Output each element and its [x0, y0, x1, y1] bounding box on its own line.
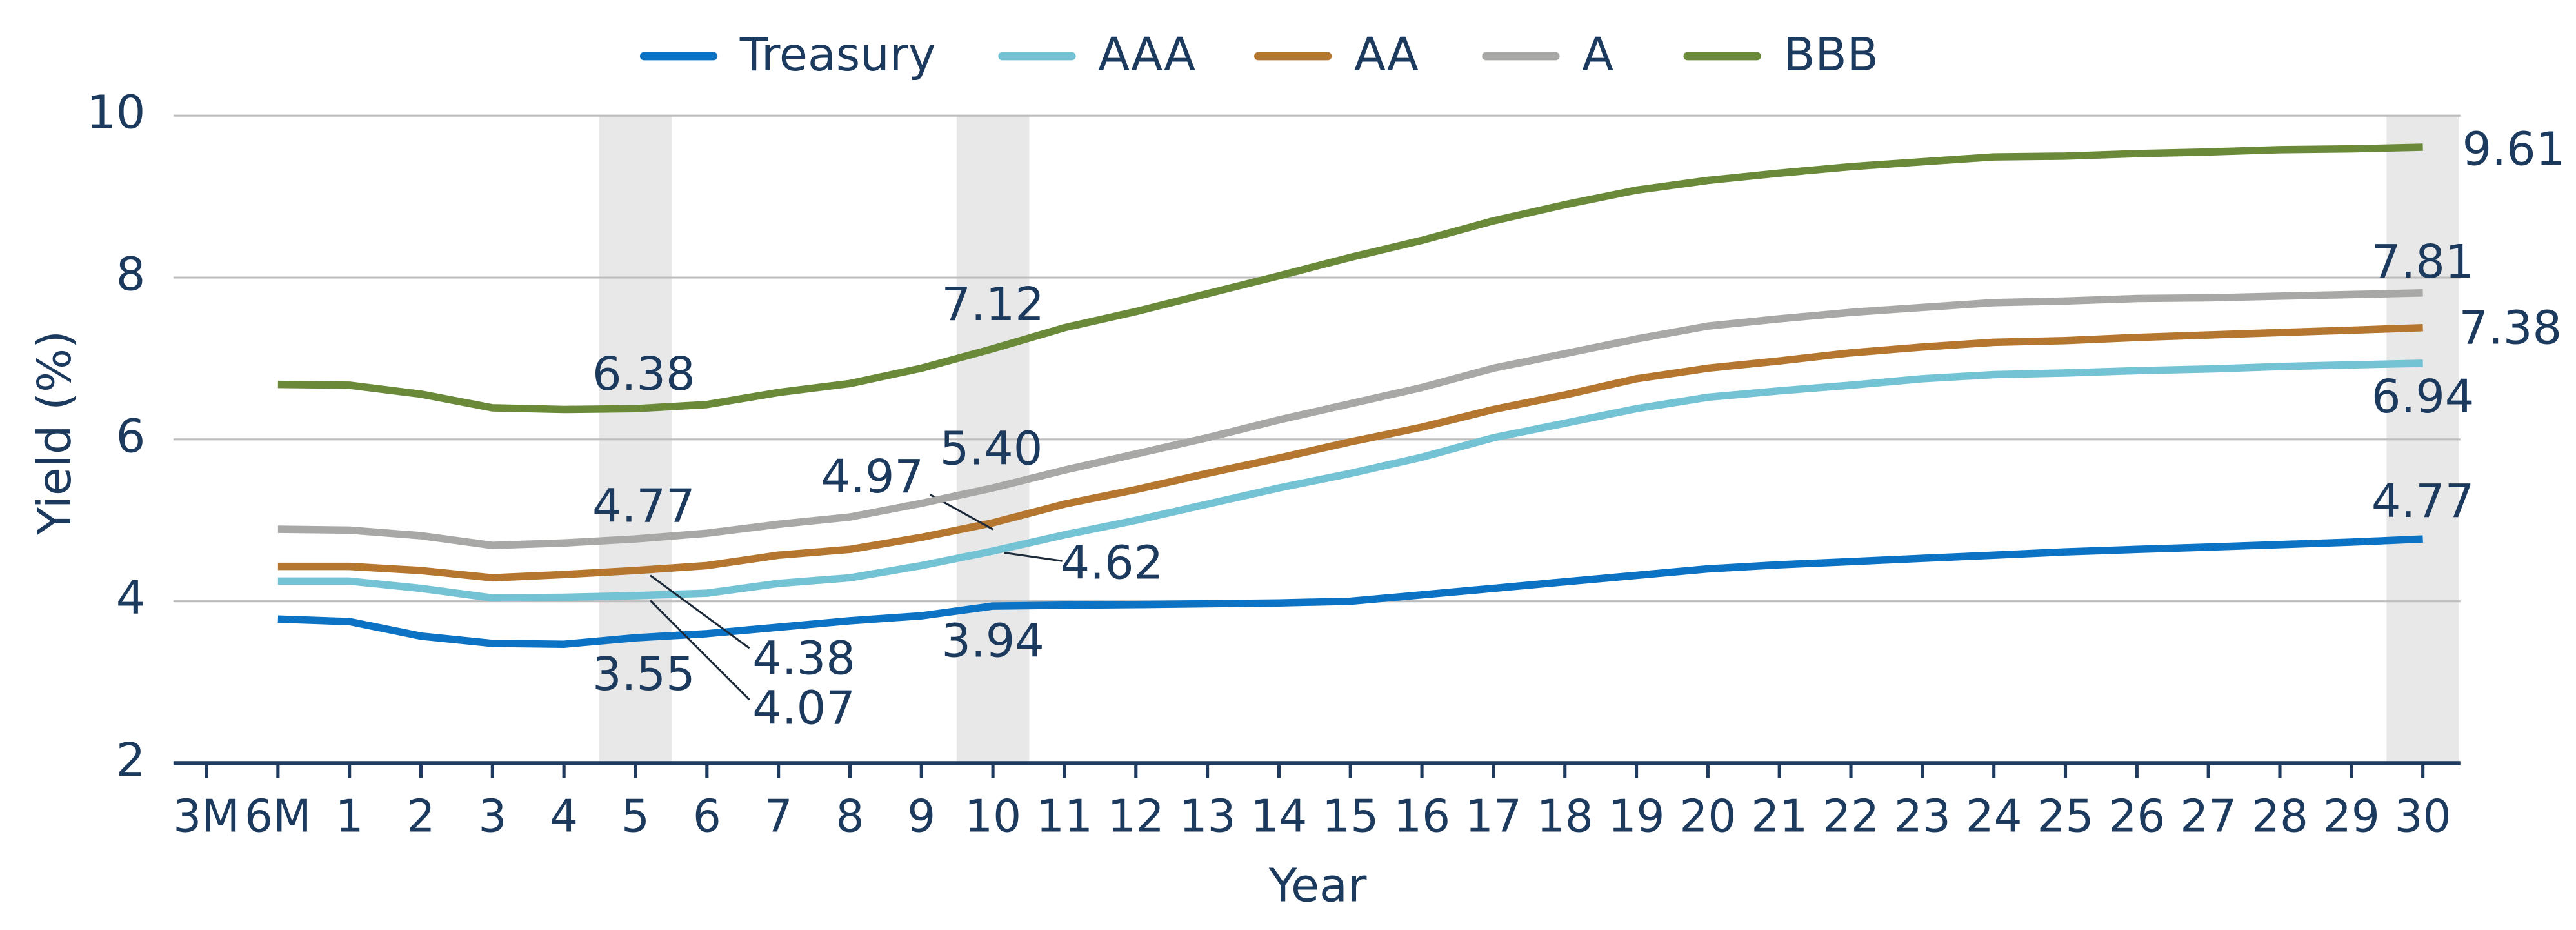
x-tick-label: 3: [478, 791, 506, 843]
data-label: 7.12: [941, 277, 1044, 331]
data-label: 4.97: [821, 449, 924, 503]
x-tick-label: 8: [835, 791, 864, 843]
data-label: 4.77: [2371, 474, 2475, 528]
x-tick-label: 27: [2180, 791, 2237, 843]
legend-label: A: [1582, 27, 1613, 81]
data-label: 7.81: [2371, 234, 2475, 288]
x-tick-label: 10: [964, 791, 1021, 843]
x-tick-label: 6: [693, 791, 721, 843]
x-tick-label: 4: [550, 791, 578, 843]
legend-label: BBB: [1783, 27, 1878, 81]
x-tick-label: 30: [2395, 791, 2451, 843]
x-tick-label: 13: [1179, 791, 1236, 843]
series-line: [277, 359, 2423, 602]
y-tick-label: 6: [116, 409, 146, 463]
x-tick-label: 29: [2323, 791, 2380, 843]
leader-line: [650, 574, 750, 649]
series-line: [277, 324, 2423, 582]
x-tick-label: 17: [1465, 791, 1522, 843]
data-label: 6.38: [592, 347, 695, 401]
data-label: 3.55: [592, 647, 695, 701]
data-label: 4.77: [592, 479, 695, 533]
x-tick-label: 2: [407, 791, 435, 843]
legend-label: Treasury: [739, 27, 936, 81]
x-tick-label: 22: [1822, 791, 1879, 843]
legend-label: AAA: [1098, 27, 1195, 81]
x-tick-label: 3M: [173, 791, 240, 843]
data-label: 4.07: [752, 681, 855, 735]
y-tick-label: 10: [86, 85, 145, 139]
x-tick-label: 16: [1393, 791, 1450, 843]
x-tick-label: 15: [1322, 791, 1379, 843]
data-label: 6.94: [2371, 369, 2475, 423]
data-label: 7.38: [2459, 300, 2562, 354]
series-line: [277, 289, 2423, 549]
y-tick-label: 2: [116, 733, 146, 787]
data-label: 9.61: [2462, 121, 2566, 176]
x-tick-label: 6M: [245, 791, 312, 843]
x-tick-label: 9: [907, 791, 935, 843]
legend-label: AA: [1354, 27, 1419, 81]
leader-line: [1004, 551, 1063, 562]
y-tick-label: 8: [116, 247, 146, 301]
y-tick-label: 4: [116, 571, 146, 625]
x-tick-label: 19: [1608, 791, 1665, 843]
x-tick-label: 1: [335, 791, 364, 843]
x-tick-label: 12: [1108, 791, 1164, 843]
series-line: [277, 143, 2423, 414]
x-tick-label: 20: [1679, 791, 1736, 843]
series-line: [277, 535, 2423, 648]
leader-line: [649, 600, 750, 701]
x-axis-title: Year: [1268, 858, 1367, 913]
x-tick-label: 28: [2252, 791, 2308, 843]
x-tick-label: 25: [2037, 791, 2094, 843]
data-label: 3.94: [941, 614, 1044, 668]
x-tick-label: 24: [1966, 791, 2022, 843]
x-tick-label: 18: [1537, 791, 1593, 843]
x-tick-label: 5: [621, 791, 650, 843]
x-tick-label: 23: [1894, 791, 1951, 843]
y-axis-title: Yield (%): [27, 330, 81, 536]
x-tick-label: 26: [2108, 791, 2165, 843]
x-tick-label: 7: [764, 791, 793, 843]
data-label: 4.62: [1061, 535, 1164, 589]
data-label: 4.38: [752, 631, 855, 685]
x-tick-label: 11: [1036, 791, 1093, 843]
x-tick-label: 21: [1751, 791, 1808, 843]
data-label: 5.40: [940, 421, 1043, 475]
x-tick-label: 14: [1250, 791, 1307, 843]
